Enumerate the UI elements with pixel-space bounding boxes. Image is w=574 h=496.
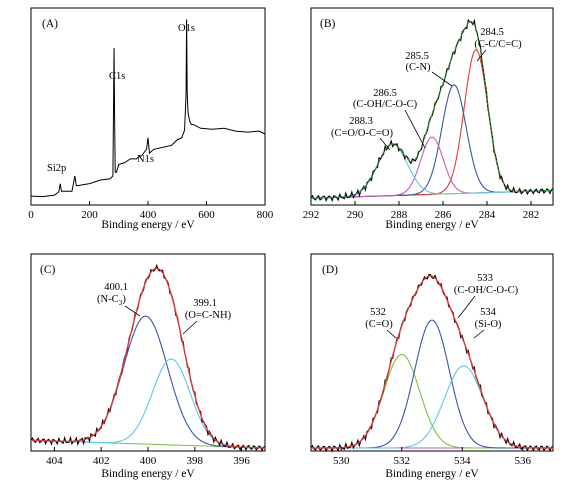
leader-400-1 [124, 305, 141, 317]
panel-a-xlabel: Binding energy / eV [101, 219, 195, 231]
component-peak-399 [30, 358, 266, 449]
component-peak-532 [311, 353, 553, 449]
si2p-annotation-text: Si2p [47, 163, 66, 174]
component-peak-286-5 [310, 136, 554, 199]
panel-c-xlabel: Binding energy / eV [101, 468, 195, 480]
raw-data-line [30, 263, 266, 453]
peak-284-5-assignment: (C-C/C=C) [474, 39, 522, 50]
peak-400-1-assignment-close: ) [122, 294, 126, 305]
leader-285-5 [431, 71, 453, 87]
leader-288-3 [379, 137, 391, 151]
component-peak-288-3 [310, 143, 554, 199]
peak-400-1-assignment-open: (N-C [97, 294, 119, 305]
peak-532-assignment: (C=O) [365, 319, 393, 330]
x-tick-label: 536 [515, 455, 532, 467]
x-tick-label: 600 [198, 209, 215, 221]
panel-a-x-ticks: 0 200 400 600 800 [28, 201, 274, 221]
x-tick-label: 396 [233, 455, 250, 467]
si2p-annotation: Si2p [47, 163, 66, 174]
panel-d-xlabel: Binding energy / eV [385, 468, 479, 480]
x-tick-label: 286 [435, 209, 452, 221]
x-tick-label: 530 [333, 455, 350, 467]
peak-400-1-value: 400.1 [104, 282, 128, 293]
x-tick-label: 290 [347, 209, 364, 221]
x-tick-label: 282 [523, 209, 540, 221]
panel-b-xlabel: Binding energy / eV [385, 219, 479, 231]
panel-a: (A) 0 200 400 600 800 Si2p C1s N1s O1s Bindi… [28, 7, 274, 231]
c1s-annotation: C1s [109, 71, 125, 82]
x-tick-label: 402 [93, 455, 110, 467]
panel-d: (D) 530 532 534 536 533 (C-OH/C-O-C) 532 (C… [310, 253, 554, 480]
panel-b-x-ticks: 292 290 288 286 284 282 [303, 201, 540, 221]
peak-533-assignment: (C-OH/C-O-C) [454, 285, 519, 296]
panel-d-frame [310, 253, 554, 452]
panel-c: (C) 404 402 400 398 396 400.1 (N-C3) 399.1 (… [30, 253, 266, 480]
fitted-envelope-line [310, 20, 554, 199]
leader-284-5 [476, 49, 487, 62]
leader-532 [386, 329, 397, 339]
peak-534-value: 534 [480, 307, 497, 318]
panel-d-label: (D) [322, 264, 338, 276]
peak-400-1-assignment: (N-C3) [97, 294, 126, 307]
panel-c-frame [30, 253, 266, 452]
panel-a-frame [30, 7, 266, 206]
x-tick-label: 400 [140, 455, 157, 467]
peak-534-assignment: (Si-O) [475, 319, 502, 330]
leader-533 [457, 295, 476, 319]
x-tick-label: 284 [479, 209, 496, 221]
peak-284-5-value: 284.5 [480, 27, 504, 38]
x-tick-label: 200 [81, 209, 98, 221]
x-tick-label: 534 [454, 455, 471, 467]
panel-a-series [30, 19, 266, 198]
panel-c-x-ticks: 404 402 400 398 396 [46, 447, 250, 467]
panel-b-label: (B) [320, 18, 336, 30]
component-peak-533 [311, 319, 553, 449]
x-tick-label: 532 [394, 455, 411, 467]
panel-a-label: (A) [42, 18, 58, 30]
panel-d-series [310, 273, 554, 453]
x-tick-label: 404 [46, 455, 63, 467]
panel-d-x-ticks: 530 532 534 536 [333, 447, 532, 467]
leader-399-1 [182, 320, 198, 335]
x-tick-label: 800 [257, 209, 274, 221]
x-tick-label: 292 [303, 209, 320, 221]
fitted-envelope-line [30, 267, 266, 449]
peak-288-3-assignment: (C=O/O-C=O) [331, 128, 394, 139]
peak-286-5-assignment: (C-OH/C-O-C) [353, 99, 418, 110]
peak-285-5-value: 285.5 [405, 51, 429, 62]
peak-288-3-value: 288.3 [349, 116, 373, 127]
fitted-envelope-line [311, 275, 553, 449]
leader-286-5 [404, 109, 426, 149]
x-tick-label: 0 [28, 209, 34, 221]
peak-399-1-value: 399.1 [193, 298, 217, 309]
peak-400-1-subscript: 3 [119, 298, 123, 307]
x-tick-label: 400 [140, 209, 157, 221]
survey-spectrum-line [30, 19, 266, 198]
panel-c-series [30, 263, 266, 453]
panel-b: (B) 292 290 288 286 284 282 284.5 (C-C/C=C) 2… [303, 7, 554, 231]
peak-286-5-value: 286.5 [373, 88, 397, 99]
peak-285-5-assignment: (C-N) [405, 62, 431, 73]
peak-532-value: 532 [370, 307, 386, 318]
peak-533-value: 533 [477, 273, 493, 284]
component-peak-534-05 [311, 365, 553, 449]
x-tick-label: 398 [187, 455, 204, 467]
component-peak-400-1 [30, 315, 266, 449]
leader-534 [473, 329, 485, 339]
x-tick-label: 288 [391, 209, 408, 221]
panel-b-frame [310, 7, 554, 206]
peak-399-1-assignment: (O=C-NH) [185, 310, 232, 321]
component-peak-285-5 [310, 84, 554, 199]
n1s-annotation: N1s [137, 154, 154, 165]
panel-c-label: (C) [40, 264, 56, 276]
panel-b-series [310, 18, 554, 203]
o1s-annotation: O1s [178, 23, 195, 34]
